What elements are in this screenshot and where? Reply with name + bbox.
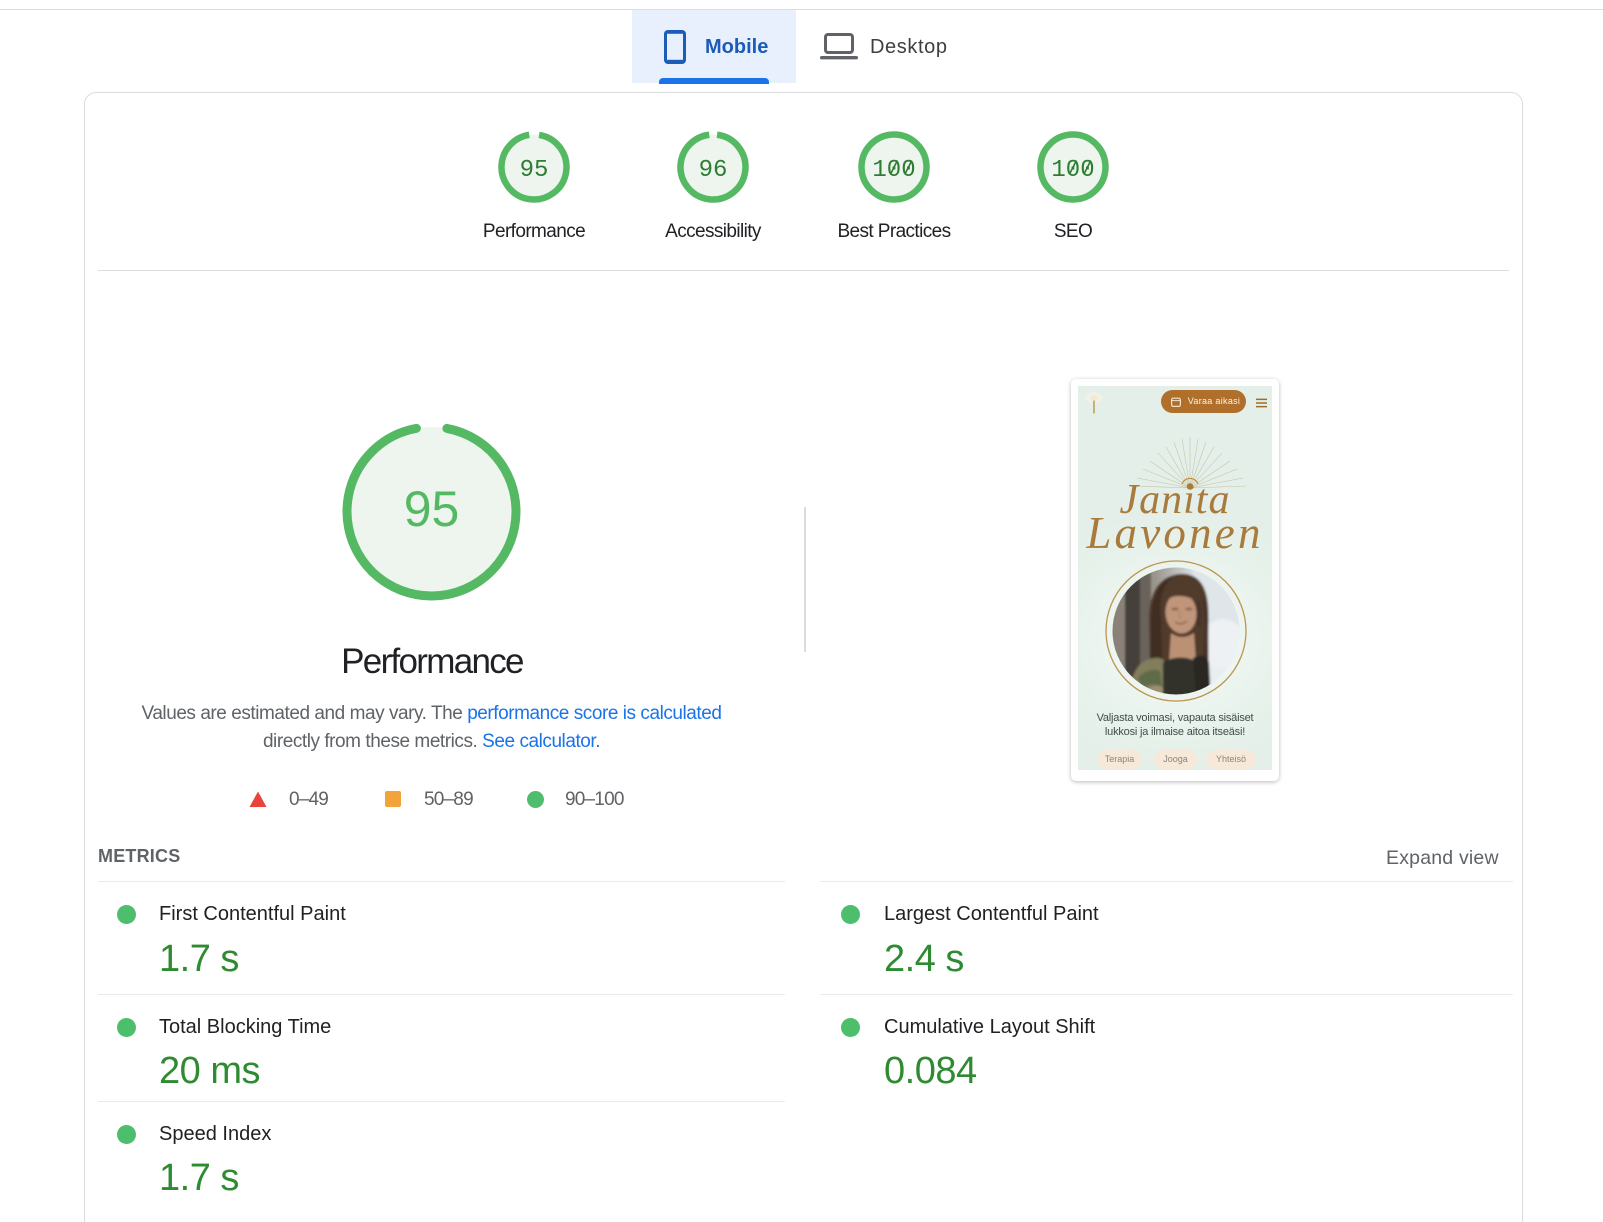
svg-text:95: 95 — [520, 157, 549, 184]
svg-text:100: 100 — [872, 157, 915, 184]
svg-text:96: 96 — [699, 157, 728, 184]
svg-text:100: 100 — [1051, 157, 1094, 184]
